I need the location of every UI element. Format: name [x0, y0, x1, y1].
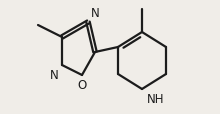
Text: N: N: [50, 68, 59, 81]
Text: N: N: [91, 7, 100, 20]
Text: NH: NH: [147, 92, 165, 105]
Text: O: O: [77, 78, 87, 91]
